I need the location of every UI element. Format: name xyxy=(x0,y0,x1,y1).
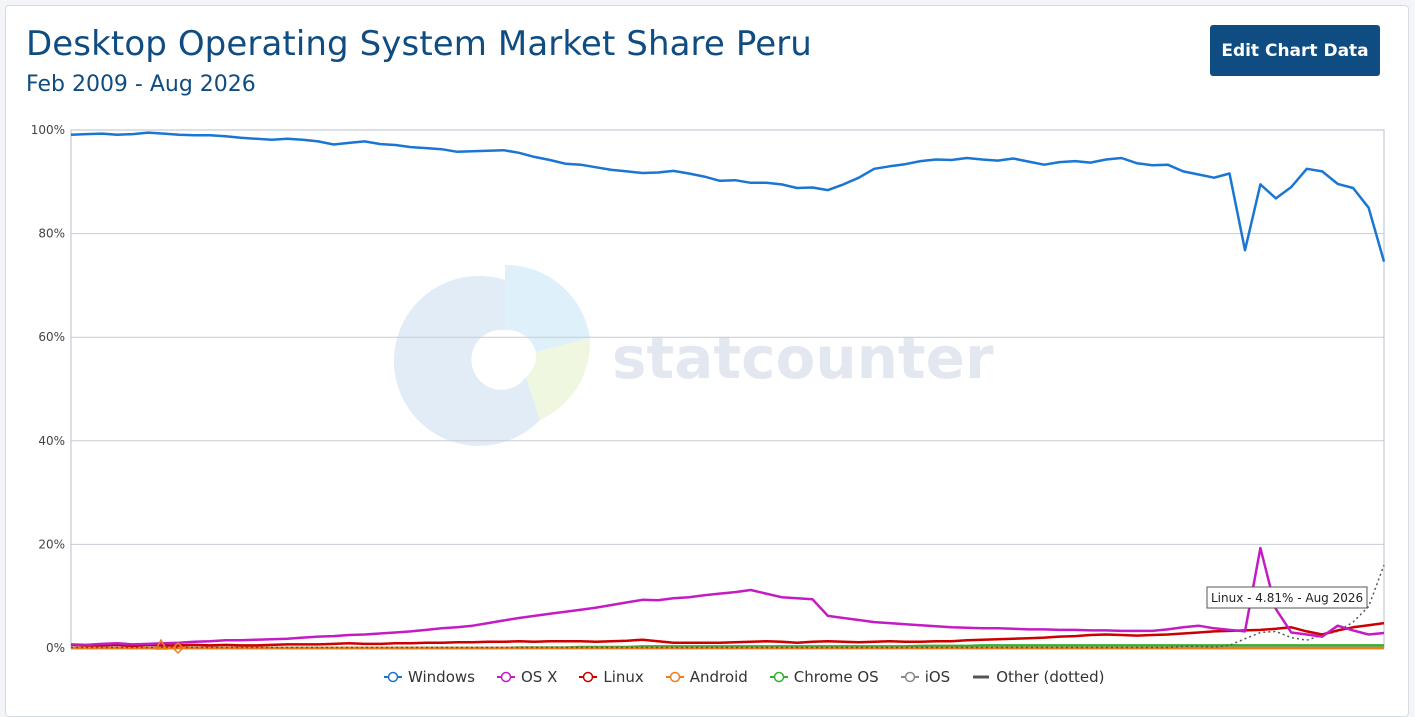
legend-label: Android xyxy=(689,668,748,686)
y-tick-label: 20% xyxy=(38,537,65,551)
legend-line-icon xyxy=(973,675,990,679)
legend-item-chrome-os[interactable]: Chrome OS xyxy=(769,668,879,686)
watermark-text: statcounter xyxy=(612,324,994,392)
android-marker[interactable] xyxy=(154,638,168,650)
y-tick-label: 80% xyxy=(38,227,65,241)
legend-item-other-dotted[interactable]: Other (dotted) xyxy=(972,668,1104,686)
series-line-windows[interactable] xyxy=(70,131,1386,262)
y-axis-ticks: 0% 20% 40% 60% 80% 100% xyxy=(31,123,65,655)
legend-label: Linux xyxy=(603,668,644,686)
chart-panel xyxy=(5,5,1409,717)
y-tick-label: 40% xyxy=(38,434,65,448)
legend-label: Other (dotted) xyxy=(996,668,1105,686)
legend-item-ios[interactable]: iOS xyxy=(900,668,951,686)
series-line-os-x[interactable] xyxy=(70,546,1385,647)
series-line-linux[interactable] xyxy=(70,621,1385,648)
y-tick-label: 100% xyxy=(31,123,65,137)
legend-circle-icon xyxy=(579,671,598,683)
watermark-logo-slice-right xyxy=(526,338,591,420)
legend-circle-icon xyxy=(496,671,515,683)
legend-label: OS X xyxy=(520,668,558,686)
date-range-subtitle: Feb 2009 - Aug 2026 xyxy=(26,72,256,97)
legend-circle-icon xyxy=(665,671,684,683)
y-tick-label: 60% xyxy=(38,330,65,344)
legend-item-windows[interactable]: Windows xyxy=(384,668,475,686)
y-tick-label: 0% xyxy=(46,641,65,655)
legend-circle-icon xyxy=(900,671,919,683)
chart-series xyxy=(70,131,1386,655)
legend-circle-icon xyxy=(384,671,402,683)
watermark-logo-slice-main xyxy=(393,275,540,446)
legend-label: Windows xyxy=(408,668,475,686)
page-title: Desktop Operating System Market Share Pe… xyxy=(26,24,812,64)
edit-chart-data-button[interactable]: Edit Chart Data xyxy=(1210,25,1380,76)
chart-legend: Windows OS X Linux Android Chrome OS iOS Other… xyxy=(384,668,1104,686)
series-line-other-dotted[interactable] xyxy=(71,564,1385,649)
chart-tooltip: Linux - 4.81% - Aug 2026 xyxy=(1206,586,1368,609)
statcounter-watermark: statcounter xyxy=(393,264,994,446)
android-marker[interactable] xyxy=(171,641,185,655)
legend-label: iOS xyxy=(924,668,951,686)
legend-item-linux[interactable]: Linux xyxy=(579,668,644,686)
legend-circle-icon xyxy=(769,671,788,683)
legend-label: Chrome OS xyxy=(793,668,879,686)
tooltip-box xyxy=(1206,586,1368,609)
tooltip-text: Linux - 4.81% - Aug 2026 xyxy=(1211,591,1363,605)
legend-item-android[interactable]: Android xyxy=(665,668,748,686)
watermark-logo-slice-top xyxy=(505,264,590,352)
legend-item-os-x[interactable]: OS X xyxy=(496,668,558,686)
